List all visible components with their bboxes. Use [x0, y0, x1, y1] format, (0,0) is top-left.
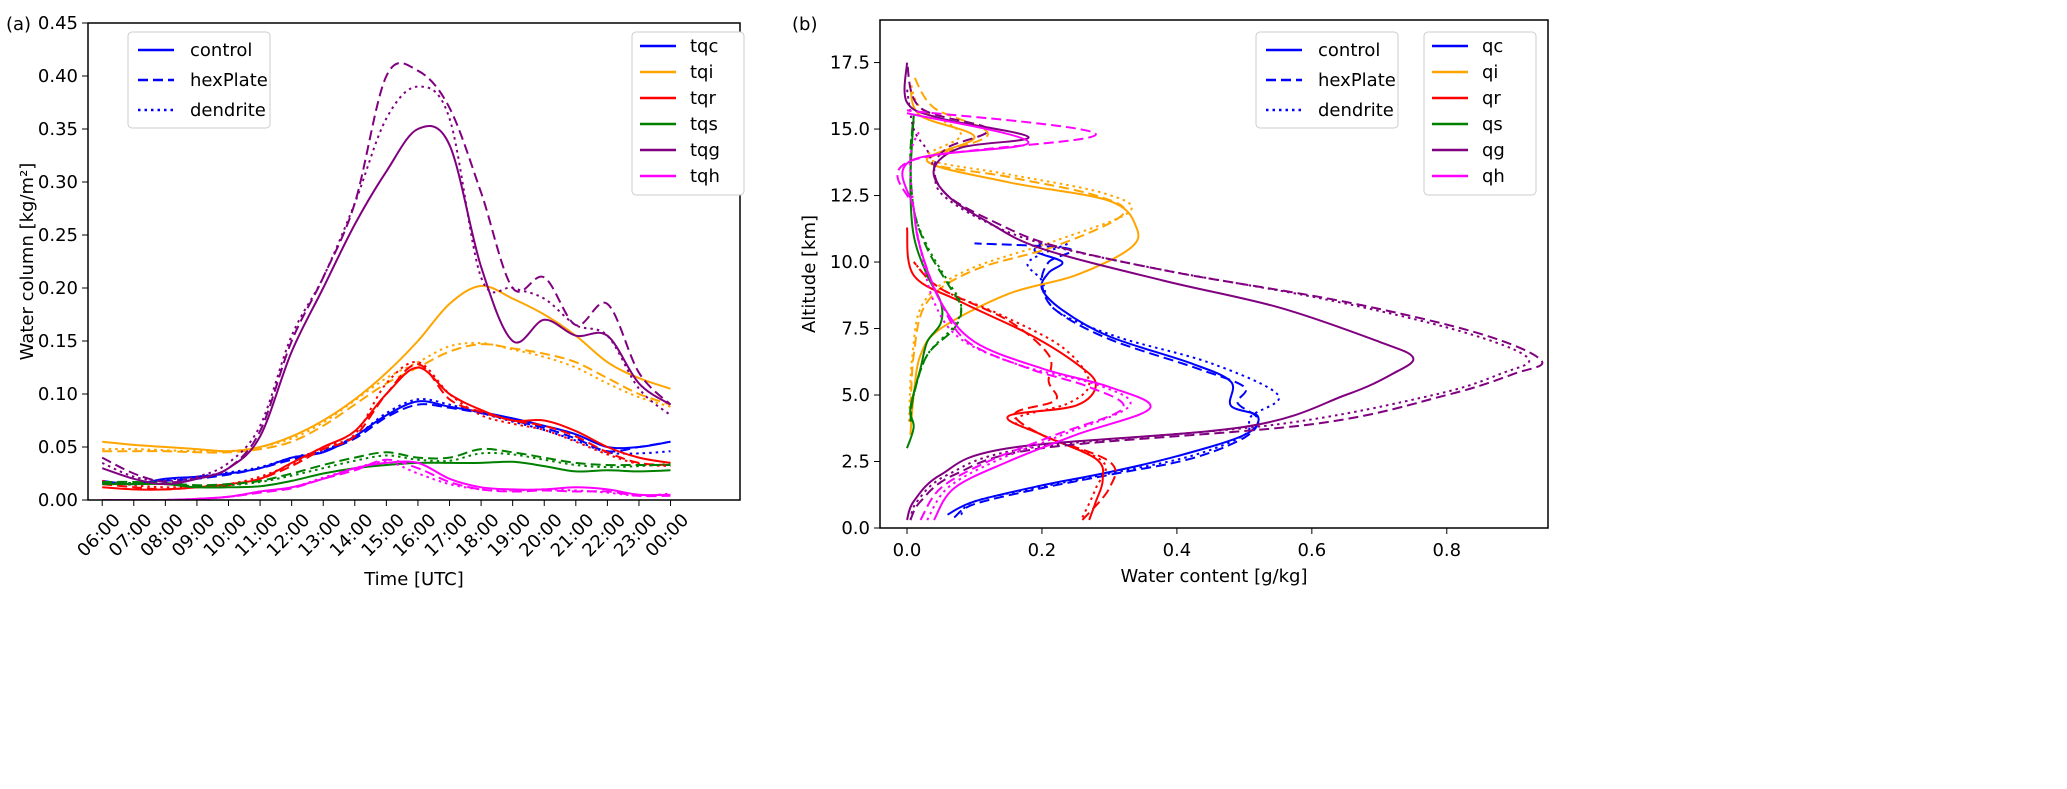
legend-label-qh: qh: [1482, 166, 1505, 187]
legend-label-tqh: tqh: [690, 166, 720, 187]
legend-label-control: control: [190, 40, 252, 61]
y-tick-label: 17.5: [830, 53, 870, 74]
style-legend: [127, 31, 271, 129]
panel-b: 0.0 2.5 5.0 7.5 10.0 12.5 15.0 17.5 0.0 0.2 0.4 0.6…: [792, 14, 1549, 587]
series-tqi-control: [102, 284, 671, 453]
x-axis-label: Water content [g/kg]: [1121, 566, 1308, 587]
legend-label-qc: qc: [1482, 36, 1503, 57]
legend-label-dendrite: dendrite: [190, 100, 266, 121]
y-tick-label: 0.45: [38, 13, 78, 34]
y-tick-label: 0.10: [38, 384, 78, 405]
x-tick-label: 0.2: [1028, 540, 1057, 561]
series-tqi-hexPlate: [102, 343, 671, 454]
legend-label-tqr: tqr: [690, 88, 716, 109]
y-tick-label: 5.0: [841, 385, 870, 406]
x-tick-label: 0.6: [1298, 540, 1327, 561]
y-tick-label: 2.5: [841, 452, 870, 473]
legend-label-tqi: tqi: [690, 62, 713, 83]
series-qc-dendrite: [960, 242, 1281, 516]
panel-label: (b): [792, 14, 817, 35]
y-tick-label: 0.20: [38, 278, 78, 299]
legend-label-qs: qs: [1482, 114, 1503, 135]
legend-label-tqs: tqs: [690, 114, 718, 135]
series-qi-dendrite: [908, 80, 1133, 422]
y-tick-label: 12.5: [830, 186, 870, 207]
series-tqh-dendrite: [102, 460, 671, 500]
plot-frame: [879, 19, 1549, 529]
series-qg-dendrite: [906, 89, 1531, 521]
series-tqc-dendrite: [102, 398, 671, 485]
series-tqg-dendrite: [101, 85, 672, 482]
color-legend: [1423, 31, 1537, 196]
y-tick-label: 0.40: [38, 66, 78, 87]
panel-a: 0.00 0.05 0.10 0.15 0.20 0.25 0.30 0.35 0.40 0.45…: [6, 13, 745, 590]
legend-label-qg: qg: [1482, 140, 1505, 161]
x-axis-label: Time [UTC]: [363, 569, 464, 590]
series-qi-hexPlate: [909, 75, 1126, 422]
y-tick-label: 0.15: [38, 331, 78, 352]
x-tick-label: 0.8: [1432, 540, 1461, 561]
legend-label-dendrite: dendrite: [1318, 100, 1394, 121]
series-tqg-control: [101, 125, 672, 486]
y-tick-label: 15.0: [830, 119, 870, 140]
y-tick-label: 0.0: [841, 518, 870, 539]
legend-label-tqc: tqc: [690, 36, 718, 57]
legend-label-qi: qi: [1482, 62, 1498, 83]
plot-frame: [87, 22, 741, 501]
series-qg-hexPlate: [906, 62, 1544, 521]
y-tick-label: 0.05: [38, 437, 78, 458]
series-tqs-dendrite: [102, 451, 671, 488]
series-qh-hexPlate: [896, 109, 1125, 521]
y-tick-label: 0.25: [38, 225, 78, 246]
series-qg-control: [903, 62, 1415, 521]
y-tick-label: 0.35: [38, 119, 78, 140]
series-tqs-control: [102, 460, 671, 489]
legend-label-control: control: [1318, 40, 1380, 61]
series-group: [896, 62, 1544, 521]
series-qr-hexPlate: [912, 261, 1117, 521]
series-qr-control: [906, 227, 1105, 521]
y-tick-label: 7.5: [841, 319, 870, 340]
series-qr-dendrite: [912, 261, 1107, 518]
series-qh-control: [901, 112, 1152, 521]
y-axis-label: Altitude [km]: [799, 215, 820, 333]
legend-label-tqg: tqg: [690, 140, 720, 161]
series-tqr-dendrite: [102, 361, 671, 489]
series-tqs-hexPlate: [102, 447, 671, 487]
series-group: [101, 62, 672, 500]
series-qi-control: [909, 88, 1140, 435]
y-tick-label: 0.00: [38, 490, 78, 511]
series-qh-dendrite: [909, 128, 1132, 521]
series-qc-control: [947, 242, 1260, 516]
x-tick-label: 0.0: [893, 540, 922, 561]
style-legend: [1255, 31, 1399, 129]
series-qs-dendrite: [909, 121, 963, 422]
panel-label: (a): [6, 14, 31, 35]
y-axis-label: Water column [kg/m²]: [17, 163, 38, 361]
y-tick-label: 0.30: [38, 172, 78, 193]
legend-label-qr: qr: [1482, 88, 1501, 109]
legend-label-hexPlate: hexPlate: [190, 70, 268, 91]
legend-label-hexPlate: hexPlate: [1318, 70, 1396, 91]
color-legend: [631, 31, 745, 196]
y-tick-label: 10.0: [830, 252, 870, 273]
series-qc-hexPlate: [953, 242, 1260, 519]
x-tick-label: 0.4: [1163, 540, 1192, 561]
